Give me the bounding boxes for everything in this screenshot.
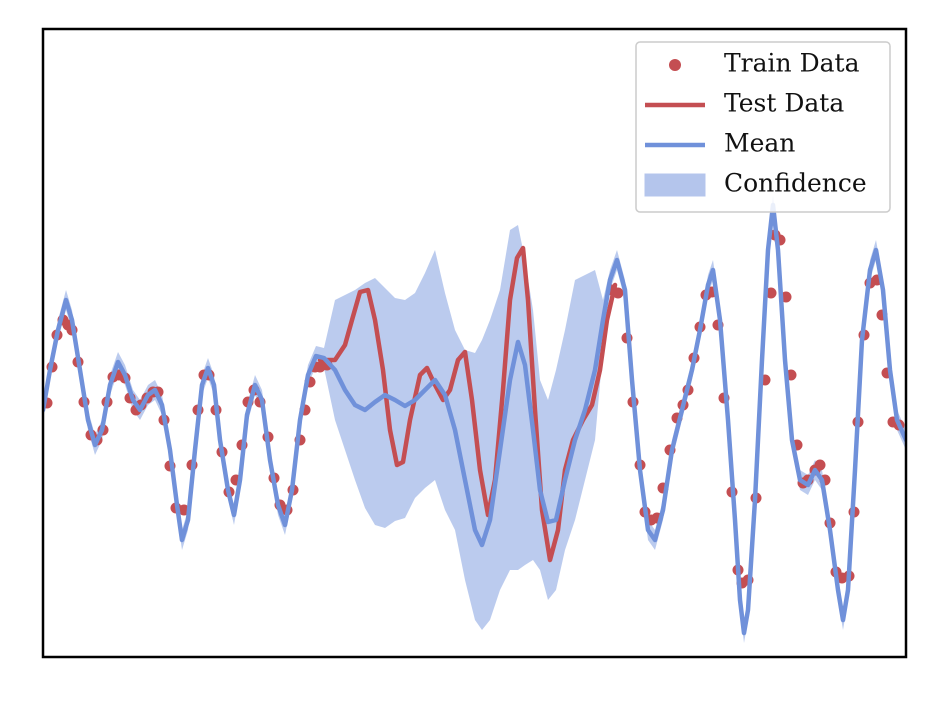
- plot-frame: [41, 27, 908, 659]
- legend-label: Test Data: [724, 89, 844, 118]
- series-line: [43, 202, 906, 636]
- legend-label: Confidence: [724, 169, 867, 198]
- legend-label: Mean: [724, 129, 795, 158]
- legend-patch: [644, 173, 706, 197]
- legend-box: [635, 41, 891, 213]
- legend-marker: [669, 59, 681, 71]
- legend-label: Train Data: [724, 49, 860, 78]
- train-point: [765, 287, 777, 299]
- train-point: [814, 459, 826, 471]
